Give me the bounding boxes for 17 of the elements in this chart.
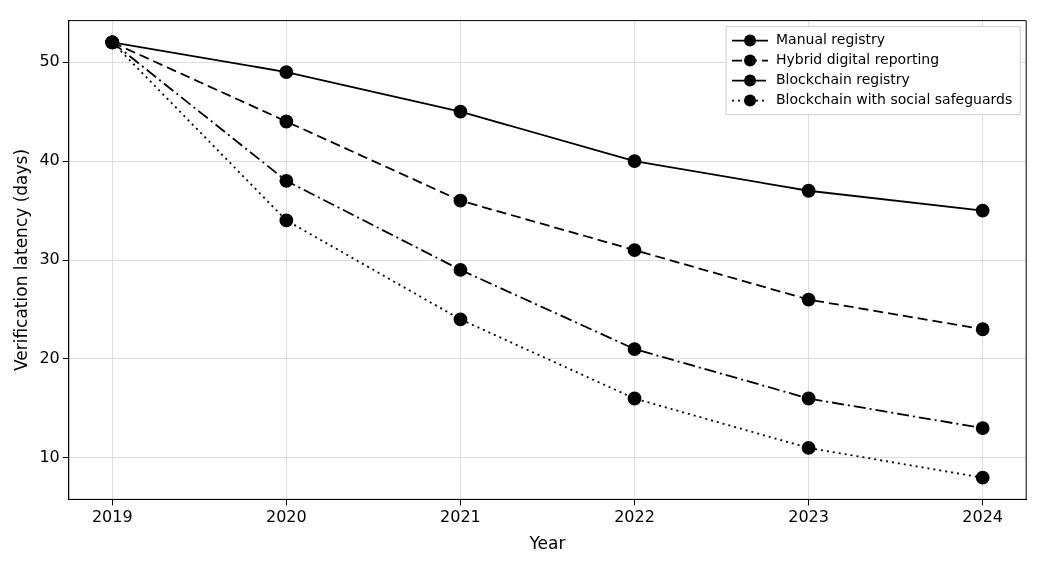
x-tick-label: 2020 <box>266 507 307 527</box>
legend-label: Blockchain registry <box>776 71 910 88</box>
legend-label: Hybrid digital reporting <box>776 51 940 68</box>
y-axis-title: Verification latency (days) <box>10 148 31 372</box>
y-tick-label: 40 <box>39 150 60 170</box>
legend-label: Manual registry <box>776 31 886 48</box>
x-tick-label: 2022 <box>614 507 655 527</box>
x-tick-label: 2023 <box>788 507 829 527</box>
y-tick-label: 30 <box>39 249 60 269</box>
y-tick-label: 50 <box>39 51 60 71</box>
x-axis-title: Year <box>528 533 566 554</box>
legend-label: Blockchain with social safeguards <box>776 91 1013 108</box>
y-tick-label: 10 <box>39 447 60 467</box>
x-tick-label: 2024 <box>962 507 1004 527</box>
x-tick-label: 2019 <box>91 507 133 527</box>
x-tick-label: 2021 <box>440 507 481 527</box>
y-tick-label: 20 <box>39 348 60 368</box>
